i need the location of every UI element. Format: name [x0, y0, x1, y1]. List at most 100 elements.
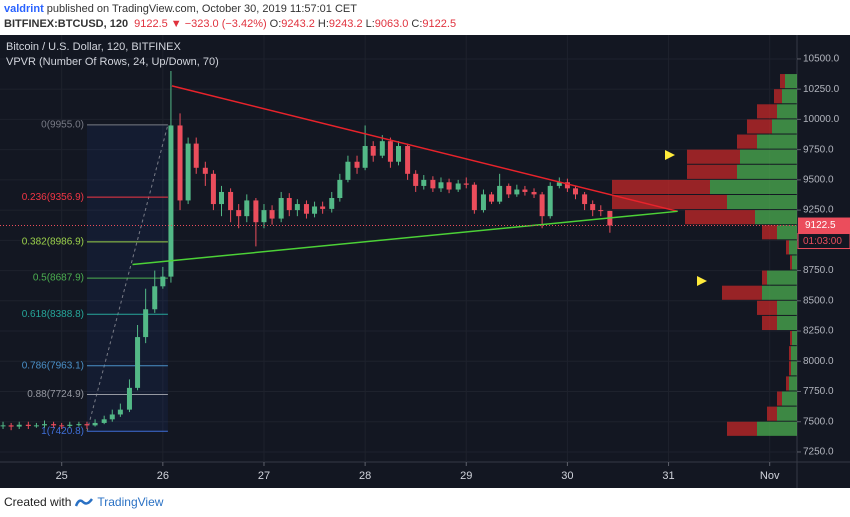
candle-body: [101, 419, 107, 423]
ohlc-key: H:: [317, 18, 329, 30]
candle-body: [152, 286, 158, 310]
vp-up-bar: [772, 119, 797, 134]
candle-body: [337, 179, 343, 199]
y-tick-label: 7500.0: [803, 416, 834, 427]
candle-body: [0, 425, 6, 427]
vp-up-bar: [785, 74, 797, 89]
ohlc-value: 9243.2: [328, 18, 363, 30]
vp-up-bar: [792, 255, 797, 270]
y-tick-label: 7750.0: [803, 386, 834, 397]
x-tick-label: 28: [359, 470, 371, 482]
fib-label: 0(9955.0): [41, 119, 84, 130]
vp-down-bar: [612, 194, 727, 210]
vp-down-bar: [757, 104, 777, 119]
marker-arrow: [665, 150, 675, 160]
candle-body: [33, 425, 39, 427]
ohlc-key: C:: [411, 18, 423, 30]
countdown: 01:03:00: [803, 236, 842, 247]
chart-background: [0, 35, 850, 488]
marker-arrow: [697, 276, 707, 286]
candle-body: [471, 184, 477, 211]
candle-body: [438, 182, 444, 189]
symbol-line: BITFINEX:BTCUSD, 120 9122.5 ▼ −323.0 (−3.4…: [4, 17, 459, 32]
vp-up-bar: [740, 149, 797, 164]
vp-up-bar: [782, 89, 797, 104]
candle-body: [59, 425, 65, 427]
author[interactable]: valdrint: [4, 3, 44, 15]
y-tick-label: 10500.0: [803, 54, 840, 65]
vp-down-bar: [757, 300, 777, 315]
vp-down-bar: [762, 270, 767, 285]
vp-up-bar: [777, 406, 797, 421]
y-tick-label: 8750.0: [803, 265, 834, 276]
vp-down-bar: [789, 361, 791, 376]
fib-label: 0.382(8986.9): [22, 237, 84, 248]
candle-body: [463, 183, 469, 185]
candle-body: [489, 194, 495, 202]
chart: 0(9955.0) 0.236(9356.9) 0.382(8986.9) 0.5(8…: [0, 35, 850, 488]
vp-down-bar: [687, 164, 737, 179]
countdown-tag: [797, 233, 850, 250]
candle-body: [506, 185, 512, 195]
vp-down-bar: [685, 210, 755, 225]
indicator-label: VPVR (Number Of Rows, 24, Up/Down, 70): [6, 56, 219, 68]
candle-body: [269, 210, 275, 219]
vp-up-bar: [762, 285, 797, 300]
plot-area: 0(9955.0) 0.236(9356.9) 0.382(8986.9) 0.5(8…: [0, 35, 797, 462]
fib-label: 0.88(7724.9): [27, 389, 84, 400]
candle-body: [312, 206, 318, 214]
vp-up-bar: [777, 104, 797, 119]
candle-body: [446, 182, 452, 190]
vp-down-bar: [774, 89, 782, 104]
candle-body: [278, 198, 284, 219]
candle-body: [413, 173, 419, 186]
vp-up-bar: [782, 391, 797, 406]
footer: Created with TradingView: [4, 495, 163, 509]
last-price: 9122.5: [134, 18, 168, 30]
candle-body: [564, 182, 570, 189]
fib-label: 0.786(7963.1): [22, 360, 84, 371]
candle-body: [362, 146, 368, 168]
vp-down-bar: [722, 285, 762, 300]
vp-up-bar: [789, 240, 797, 255]
candle-body: [294, 204, 300, 211]
candle-body: [193, 143, 199, 168]
vp-down-bar: [727, 421, 757, 436]
ohlc-value: 9122.5: [422, 18, 457, 30]
candle-body: [42, 424, 48, 426]
x-tick-label: 25: [56, 470, 68, 482]
candle-body: [168, 125, 174, 277]
candle-body: [143, 309, 149, 338]
candle-body: [455, 183, 461, 190]
vp-up-bar: [737, 164, 797, 179]
candle-body: [396, 146, 401, 162]
candle-body: [531, 191, 537, 195]
y-tick-label: 8250.0: [803, 326, 834, 337]
vp-down-bar: [612, 179, 710, 194]
candle-body: [109, 414, 115, 420]
candle-body: [547, 185, 553, 217]
y-tick-label: 10000.0: [803, 114, 840, 125]
vp-up-bar: [727, 194, 797, 210]
candle-body: [177, 125, 183, 201]
vp-down-bar: [789, 346, 791, 361]
candle-body: [354, 161, 360, 168]
fib-label: 0.5(8687.9): [33, 273, 84, 284]
created-with: Created with: [4, 495, 72, 509]
fib-label: 0.236(9356.9): [22, 192, 84, 203]
candle-body: [379, 141, 385, 156]
vp-down-bar: [737, 134, 757, 149]
trend-line: [132, 210, 678, 266]
x-tick-label: Nov: [760, 470, 780, 482]
last-price-tag: [798, 217, 850, 234]
vp-up-bar: [791, 346, 797, 361]
y-tick-label: 8500.0: [803, 295, 834, 306]
x-tick-label: 31: [662, 470, 674, 482]
candle-body: [522, 189, 528, 192]
brand[interactable]: TradingView: [97, 495, 164, 509]
vp-up-bar: [791, 361, 797, 376]
candle-body: [67, 424, 73, 426]
header: valdrint published on TradingView.com, Oc…: [4, 2, 459, 32]
trend-line: [171, 85, 678, 213]
vp-down-bar: [780, 74, 785, 89]
